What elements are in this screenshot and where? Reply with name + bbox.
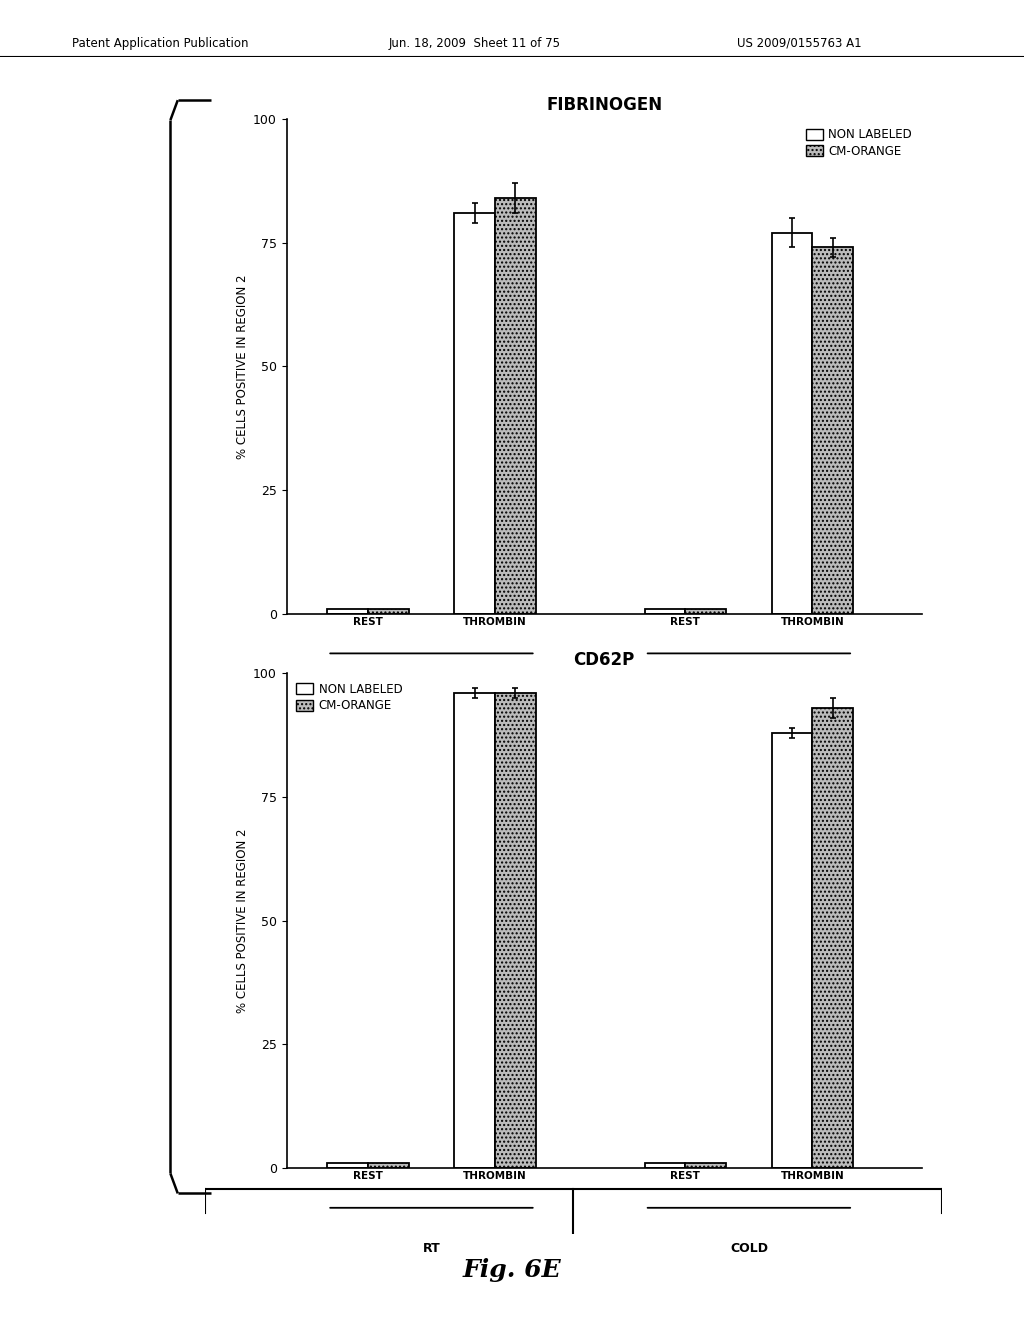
Bar [328,1163,368,1168]
Y-axis label: % CELLS POSITIVE IN REGION 2: % CELLS POSITIVE IN REGION 2 [236,275,249,458]
Bar [812,708,853,1168]
Bar [495,198,536,614]
Bar [455,693,495,1168]
Bar [685,1163,726,1168]
Text: RT: RT [423,688,440,701]
Legend: NON LABELED, CM-ORANGE: NON LABELED, CM-ORANGE [293,678,406,715]
Title: CD62P: CD62P [573,651,635,669]
Bar [645,1163,685,1168]
Bar [495,693,536,1168]
Bar [328,609,368,614]
Bar [772,232,812,614]
Text: RT: RT [423,1242,440,1255]
Bar [812,248,853,614]
Bar [645,609,685,614]
Y-axis label: % CELLS POSITIVE IN REGION 2: % CELLS POSITIVE IN REGION 2 [236,829,249,1012]
Title: FIBRINOGEN: FIBRINOGEN [546,96,663,115]
Text: COLD: COLD [730,1242,768,1255]
Text: Patent Application Publication: Patent Application Publication [72,37,248,50]
Text: US 2009/0155763 A1: US 2009/0155763 A1 [737,37,862,50]
Bar [455,213,495,614]
Legend: NON LABELED, CM-ORANGE: NON LABELED, CM-ORANGE [803,124,915,161]
Bar [368,1163,409,1168]
Bar [368,609,409,614]
Bar [685,609,726,614]
Text: Fig. 6E: Fig. 6E [463,1258,561,1282]
Text: COLD: COLD [730,688,768,701]
Text: Jun. 18, 2009  Sheet 11 of 75: Jun. 18, 2009 Sheet 11 of 75 [389,37,561,50]
Bar [772,733,812,1168]
